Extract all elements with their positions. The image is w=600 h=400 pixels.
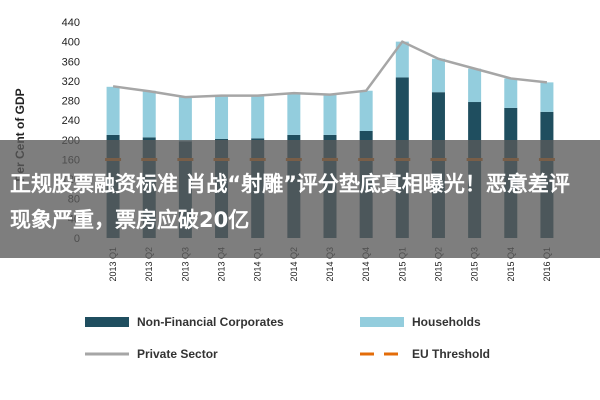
x-tick-label: 2015 Q4 — [506, 247, 516, 282]
x-tick-label: 2014 Q3 — [325, 247, 335, 282]
x-tick-label: 2014 Q2 — [289, 247, 299, 282]
x-tick-label: 2013 Q4 — [217, 247, 227, 282]
bar-households — [142, 90, 156, 138]
private-sector-line — [112, 40, 548, 99]
y-tick-label: 360 — [62, 56, 80, 68]
bar-households — [540, 82, 554, 112]
y-tick-label: 240 — [62, 115, 80, 127]
headline-banner: 正规股票融资标准 肖战“射雕”评分垫底真相曝光！恶意差评现象严重，票房应破20亿 — [0, 140, 600, 258]
y-tick-label: 280 — [62, 96, 80, 108]
x-tick-label: 2013 Q2 — [144, 247, 154, 282]
bar-households — [395, 41, 409, 78]
x-tick-label: 2015 Q1 — [397, 247, 407, 282]
bar-households — [468, 68, 482, 103]
x-tick-label: 2014 Q1 — [253, 247, 263, 282]
x-axis: 2013 Q1 2013 Q2 2013 Q3 2013 Q4 2014 Q1 2014 … — [108, 247, 552, 282]
legend-swatch-households — [360, 317, 404, 327]
legend-label-non-financial-corporates: Non-Financial Corporates — [137, 315, 284, 329]
x-tick-label: 2013 Q1 — [108, 247, 118, 282]
bar-households — [287, 93, 301, 135]
bar-households — [251, 95, 265, 139]
bar-households — [215, 95, 229, 139]
bar-households — [106, 86, 120, 135]
x-tick-label: 2015 Q2 — [433, 247, 443, 282]
bar-households — [178, 97, 192, 142]
bar-households — [359, 90, 373, 131]
bar-households — [323, 94, 337, 135]
legend: Non-Financial Corporates Households Privat… — [85, 315, 490, 361]
bar-households — [431, 58, 445, 93]
x-tick-label: 2013 Q3 — [180, 247, 190, 282]
headline-text: 正规股票融资标准 肖战“射雕”评分垫底真相曝光！恶意差评现象严重，票房应破20亿 — [10, 172, 570, 232]
legend-label-households: Households — [412, 315, 481, 329]
legend-label-eu-threshold: EU Threshold — [412, 347, 490, 361]
y-tick-label: 400 — [62, 37, 80, 49]
bar-households — [504, 78, 518, 108]
x-tick-label: 2014 Q4 — [361, 247, 371, 282]
y-tick-label: 320 — [62, 76, 80, 88]
x-tick-label: 2015 Q3 — [470, 247, 480, 282]
x-tick-label: 2016 Q1 — [542, 247, 552, 282]
legend-label-private-sector: Private Sector — [137, 347, 218, 361]
y-tick-label: 440 — [62, 17, 80, 29]
legend-swatch-non-financial-corporates — [85, 317, 129, 327]
